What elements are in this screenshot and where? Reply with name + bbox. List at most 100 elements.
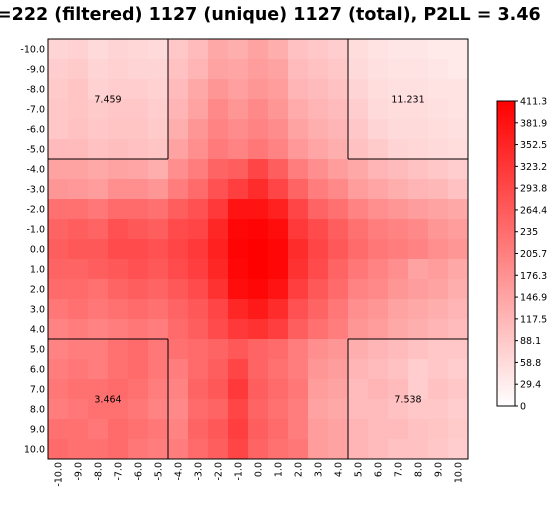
y-tick-label: -9.0 xyxy=(26,65,45,76)
heatmap-cell xyxy=(308,399,329,420)
heatmap-cell xyxy=(168,159,189,180)
heatmap-cell xyxy=(228,79,249,100)
x-tick-label: 2.0 xyxy=(294,462,305,477)
heatmap-cell xyxy=(68,399,89,420)
heatmap-cell xyxy=(88,299,109,320)
heatmap-cell xyxy=(68,439,89,460)
heatmap-cell xyxy=(88,199,109,220)
heatmap-cell xyxy=(208,79,229,100)
heatmap-cell xyxy=(328,259,349,280)
heatmap-cell xyxy=(408,219,429,240)
heatmap-cell xyxy=(448,439,469,460)
quadrant-label-bottom-left: 3.464 xyxy=(94,395,121,406)
heatmap-cell xyxy=(328,199,349,220)
heatmap-cell xyxy=(408,359,429,380)
heatmap-cell xyxy=(368,99,389,120)
heatmap-cell xyxy=(108,439,129,460)
heatmap-cell xyxy=(368,419,389,440)
heatmap-cell xyxy=(208,119,229,140)
heatmap-cell xyxy=(128,199,149,220)
heatmap-cell xyxy=(208,179,229,200)
heatmap-cell xyxy=(88,279,109,300)
heatmap-cell xyxy=(168,299,189,320)
heatmap-cell xyxy=(108,159,129,180)
heatmap-cell xyxy=(128,419,149,440)
heatmap-cell xyxy=(48,119,69,140)
heatmap-cell xyxy=(328,119,349,140)
heatmap-cell xyxy=(248,59,269,80)
y-tick-label: -6.0 xyxy=(26,125,45,136)
heatmap-cell xyxy=(448,139,469,160)
heatmap-cell xyxy=(48,419,69,440)
heatmap-cell xyxy=(328,319,349,340)
heatmap-cell xyxy=(428,159,449,180)
heatmap-cell xyxy=(248,339,269,360)
heatmap-cell xyxy=(148,419,169,440)
heatmap-cell xyxy=(248,199,269,220)
x-tick-label: -3.0 xyxy=(194,462,205,481)
heatmap-cell xyxy=(408,159,429,180)
heatmap-cell xyxy=(108,79,129,100)
heatmap-cell xyxy=(48,279,69,300)
heatmap-cell xyxy=(108,199,129,220)
heatmap-cell xyxy=(208,419,229,440)
heatmap-cell xyxy=(248,179,269,200)
heatmap-cell xyxy=(328,339,349,360)
heatmap-cells xyxy=(47,38,469,460)
heatmap-cell xyxy=(48,439,69,460)
heatmap-cell xyxy=(128,119,149,140)
colorbar-tick-label: 264.4 xyxy=(520,205,547,216)
heatmap-cell xyxy=(448,239,469,260)
heatmap-cell xyxy=(128,39,149,60)
heatmap-cell xyxy=(268,219,289,240)
heatmap-cell xyxy=(408,99,429,120)
heatmap-cell xyxy=(248,319,269,340)
heatmap-cell xyxy=(368,59,389,80)
heatmap-cell xyxy=(328,279,349,300)
heatmap-cell xyxy=(408,339,429,360)
heatmap-cell xyxy=(228,99,249,120)
x-tick-label: -2.0 xyxy=(214,462,225,481)
heatmap-cell xyxy=(148,99,169,120)
heatmap-cell xyxy=(408,139,429,160)
heatmap-cell xyxy=(408,199,429,220)
y-tick-label: -10.0 xyxy=(20,45,45,56)
colorbar-tick-label: 352.5 xyxy=(520,140,547,151)
heatmap-cell xyxy=(288,339,309,360)
heatmap-cell xyxy=(108,339,129,360)
heatmap-cell xyxy=(68,279,89,300)
heatmap-cell xyxy=(348,399,369,420)
heatmap-cell xyxy=(388,359,409,380)
y-tick-label: 8.0 xyxy=(30,405,45,416)
heatmap-cell xyxy=(428,79,449,100)
heatmap-cell xyxy=(68,59,89,80)
heatmap-cell xyxy=(268,99,289,120)
heatmap-cell xyxy=(128,79,149,100)
heatmap-cell xyxy=(348,59,369,80)
heatmap-cell xyxy=(208,199,229,220)
heatmap-cell xyxy=(208,159,229,180)
heatmap-cell xyxy=(108,139,129,160)
x-tick-label: 4.0 xyxy=(334,462,345,477)
heatmap-cell xyxy=(368,239,389,260)
heatmap-cell xyxy=(408,79,429,100)
heatmap-cell xyxy=(228,199,249,220)
heatmap-cell xyxy=(88,59,109,80)
heatmap-cell xyxy=(288,259,309,280)
heatmap-cell xyxy=(388,179,409,200)
heatmap-cell xyxy=(448,359,469,380)
heatmap-cell xyxy=(168,239,189,260)
heatmap-cell xyxy=(168,219,189,240)
x-tick-label: 1.0 xyxy=(274,462,285,477)
heatmap-cell xyxy=(428,259,449,280)
heatmap-cell xyxy=(408,119,429,140)
heatmap-cell xyxy=(208,239,229,260)
heatmap-cell xyxy=(68,139,89,160)
heatmap-cell xyxy=(208,379,229,400)
heatmap-cell xyxy=(48,139,69,160)
heatmap-cell xyxy=(48,259,69,280)
heatmap-cell xyxy=(268,199,289,220)
heatmap-cell xyxy=(128,339,149,360)
heatmap-cell xyxy=(388,219,409,240)
